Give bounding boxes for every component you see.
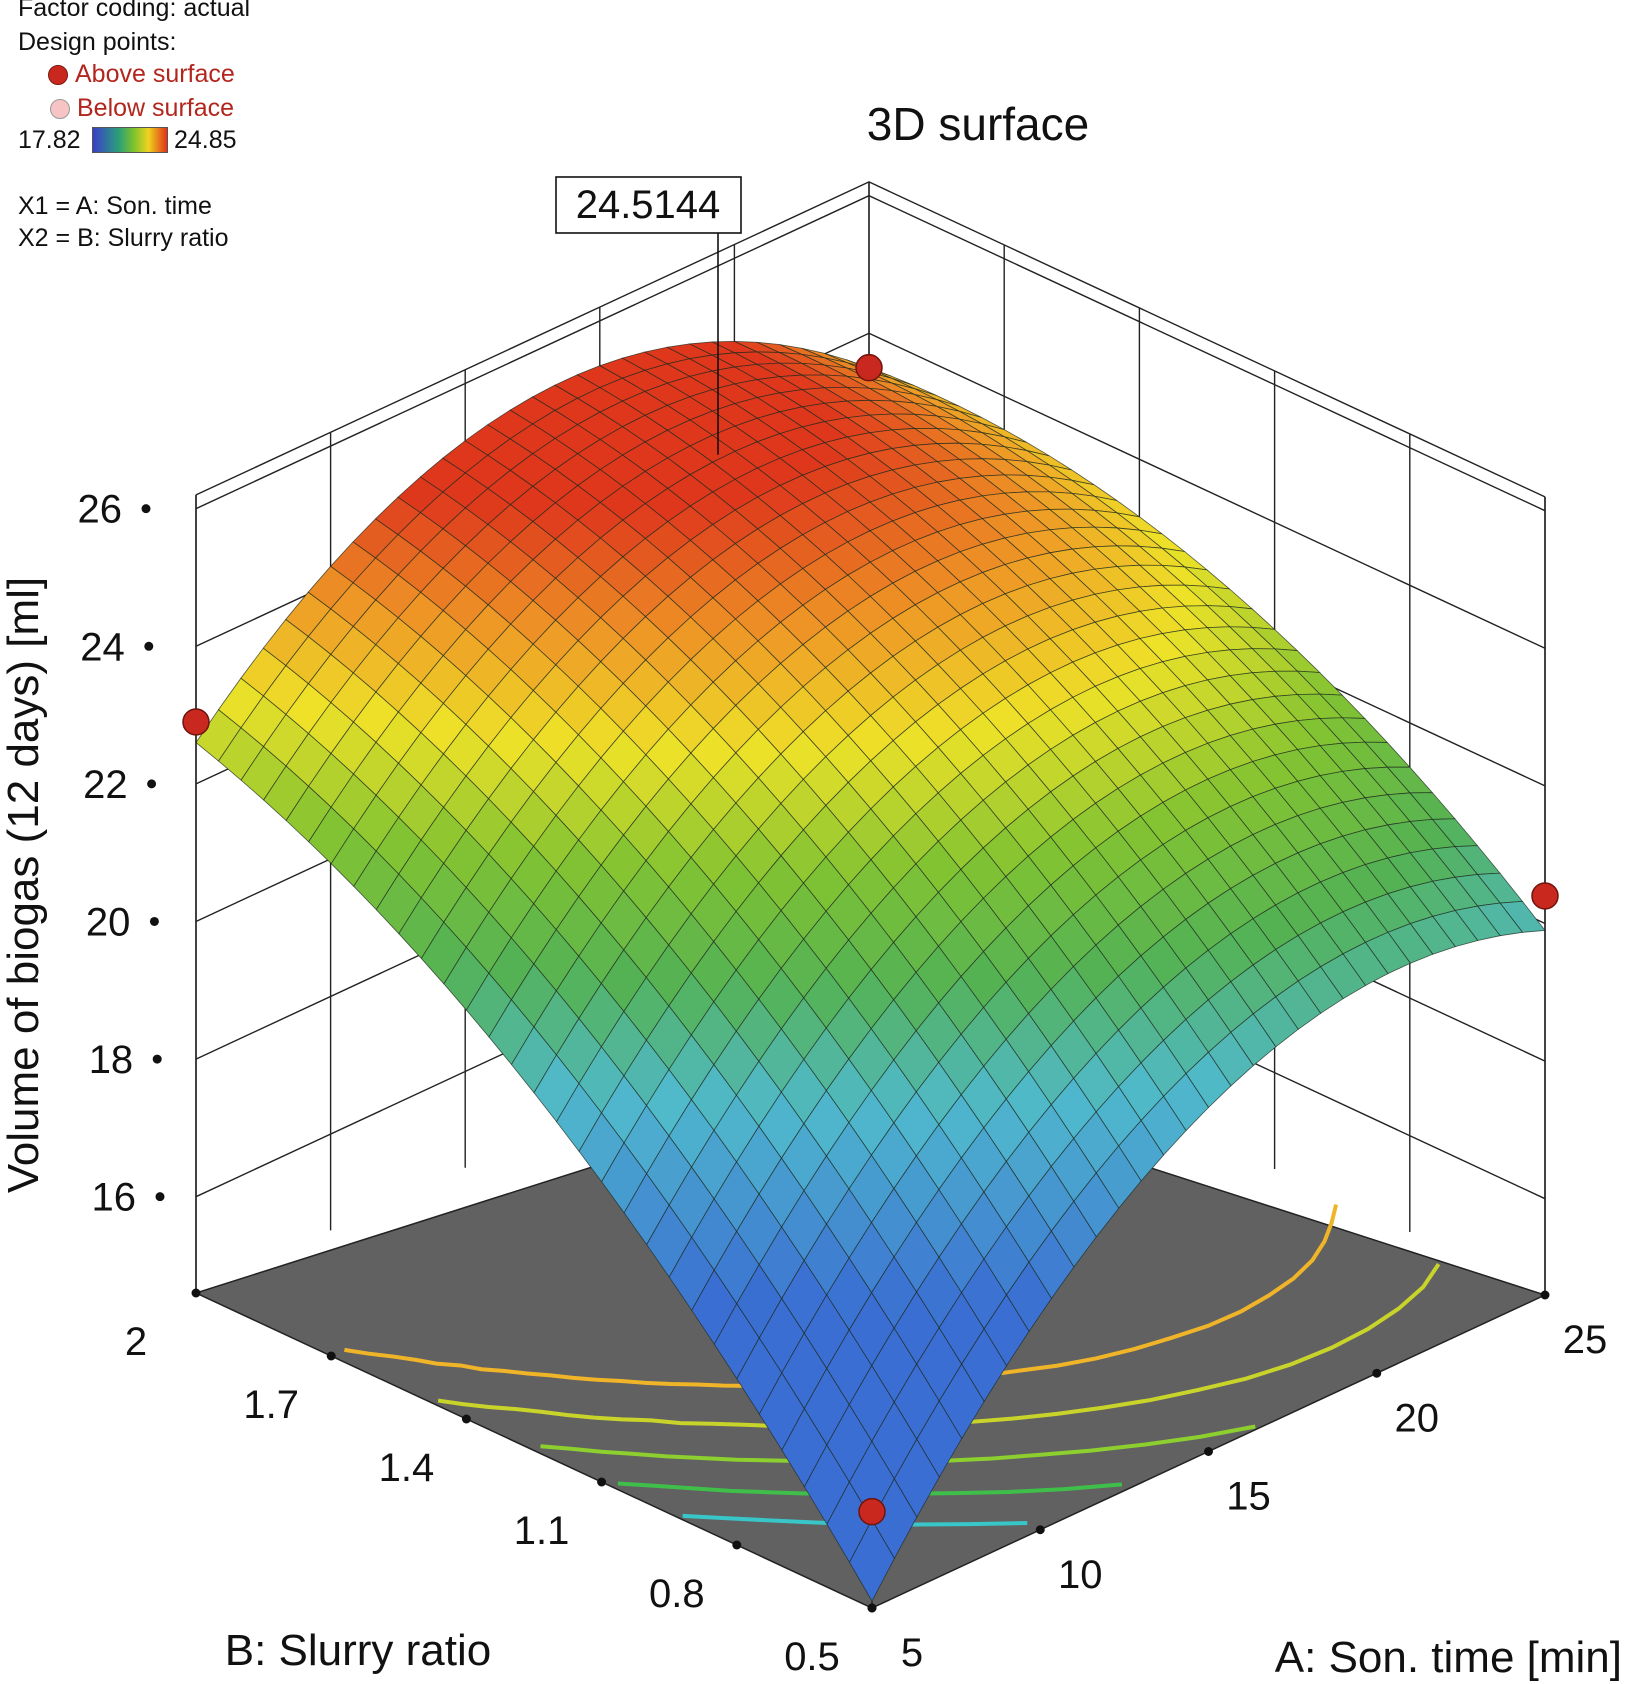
z-axis-label: Volume of biogas (12 days) [ml]: [0, 577, 48, 1193]
above-surface-label: Above surface: [75, 60, 235, 88]
x-axis-label: A: Son. time [min]: [1275, 1633, 1622, 1682]
y-tick-label: 2: [125, 1320, 147, 1364]
x-tick-mark: [1540, 1290, 1550, 1300]
y-tick-label: 0.5: [784, 1635, 840, 1679]
back-wall-top-edge: [195, 181, 1546, 498]
scale-min-label: 17.82: [18, 126, 81, 154]
z-tick-label: 22: [83, 763, 128, 807]
z-tick-mark: [152, 1054, 162, 1064]
design-point: [858, 1497, 886, 1526]
design-point: [1531, 882, 1559, 910]
x-tick-label: 20: [1395, 1396, 1440, 1440]
design-points-text: Design points:: [18, 28, 177, 56]
peak-flag: 24.5144: [555, 176, 742, 455]
x-tick-label: 10: [1058, 1553, 1103, 1597]
legend: Factor coding: actual Design points: Abo…: [18, 0, 338, 260]
y-tick-mark: [326, 1351, 336, 1361]
peak-flag-value: 24.5144: [576, 183, 721, 227]
peak-flag-box: [555, 176, 742, 234]
z-tick-label: 26: [78, 488, 123, 532]
x-tick-label: 15: [1226, 1475, 1271, 1519]
x-tick-label: 5: [901, 1631, 923, 1675]
z-tick-label: 18: [89, 1038, 134, 1082]
y-tick-mark: [732, 1540, 742, 1550]
response-surface: [195, 340, 1546, 1602]
design-point: [855, 353, 883, 382]
color-scale-bar: [92, 127, 168, 153]
z-tick-mark: [144, 641, 154, 651]
x-tick-label: 25: [1563, 1318, 1608, 1362]
z-tick-mark: [147, 779, 157, 789]
y-tick-mark: [597, 1477, 607, 1487]
back-wall-gridline: [195, 194, 1546, 512]
x2-definition: X2 = B: Slurry ratio: [18, 224, 229, 252]
x-tick-mark: [1035, 1525, 1045, 1535]
y-tick-label: 1.1: [514, 1509, 570, 1553]
z-tick-label: 16: [92, 1176, 137, 1220]
axis-ticks: 16 18 20 22 24 26 5 10 15 20 25 0.5 0.8 1.1 1.4 1.7 2: [78, 488, 1608, 1679]
y-tick-label: 0.8: [649, 1572, 705, 1616]
x1-definition: X1 = A: Son. time: [18, 192, 212, 220]
x-tick-mark: [1372, 1368, 1382, 1378]
z-tick-mark: [155, 1192, 165, 1202]
y-tick-mark: [867, 1603, 877, 1613]
scale-max-label: 24.85: [174, 126, 237, 154]
z-tick-label: 24: [80, 625, 125, 669]
below-surface-label: Below surface: [77, 94, 235, 122]
z-tick-label: 20: [86, 900, 131, 944]
y-tick-label: 1.7: [243, 1383, 299, 1427]
z-tick-mark: [141, 504, 151, 514]
y-tick-label: 1.4: [379, 1446, 435, 1490]
chart-title: 3D surface: [867, 98, 1089, 150]
x-tick-mark: [1204, 1447, 1213, 1456]
above-surface-marker: [48, 65, 68, 85]
below-surface-marker: [50, 99, 70, 119]
design-point: [182, 708, 210, 736]
y-axis-label: B: Slurry ratio: [225, 1626, 492, 1675]
y-tick-mark: [461, 1414, 471, 1424]
y-tick-mark: [191, 1288, 201, 1298]
design-points: [182, 353, 1559, 1526]
factor-coding-text: Factor coding: actual: [18, 0, 251, 22]
z-tick-mark: [149, 916, 159, 926]
